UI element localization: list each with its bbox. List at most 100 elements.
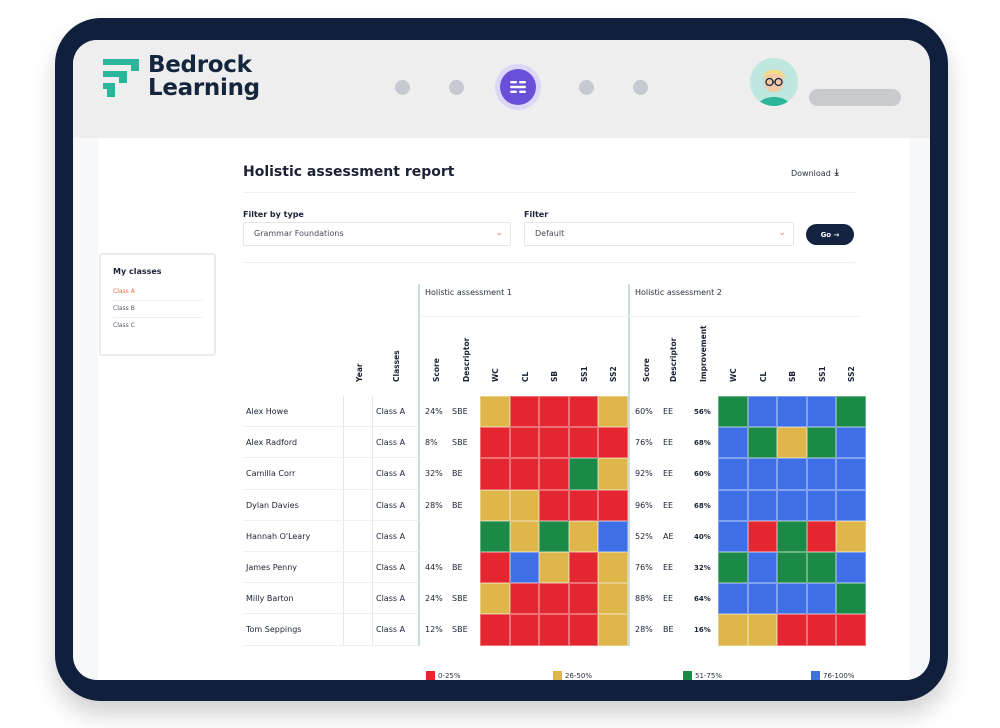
score-1: 32% [425,469,443,479]
heatmap-cell-2 [718,552,748,584]
download-button[interactable]: Download ⤓ [791,168,839,178]
student-name[interactable]: Alex Howe [246,407,289,416]
improvement-value: 68% [694,439,711,448]
descriptor-2: EE [663,563,674,572]
nav-active-item[interactable] [495,64,541,110]
heatmap-cell-2 [777,458,807,490]
row-divider [243,644,419,646]
heatmap-cell-2 [777,427,807,459]
improvement-value: 56% [694,408,711,416]
page-title: Holistic assessment report [243,164,455,180]
descriptor-2: EE [663,500,674,510]
student-name[interactable]: James Penny [246,563,298,572]
filter-type-select[interactable]: Grammar Foundations ⌄ [243,222,511,246]
heatmap-cell-2 [777,396,807,428]
legend-item: 26-50% [553,671,592,680]
legend-swatch [811,671,820,680]
improvement-value: 68% [694,501,711,510]
legend-swatch [683,671,692,680]
legend-swatch [553,671,562,680]
descriptor-2: BE [663,625,674,635]
header-score-2: Score [642,358,651,382]
header-year: Year [355,363,364,382]
heatmap-cell-1 [568,614,599,646]
descriptor-1: BE [452,469,463,479]
heatmap-cell-2 [777,520,807,552]
chevron-down-icon: ⌄ [778,228,786,238]
improvement-value: 40% [694,532,711,541]
tablet-frame: Bedrock Learning [55,18,948,701]
group-divider [628,284,630,646]
student-class: Class A [376,594,406,604]
sidebar-item-class-b[interactable]: Class B [113,301,202,318]
heatmap-cell-2 [747,520,778,552]
heatmap-cell-2 [747,614,778,646]
row-divider [243,488,419,490]
heatmap-cell-2 [777,614,807,646]
top-navigation-bar: Bedrock Learning [73,40,930,138]
heatmap-cell-2 [718,427,748,459]
nav-dot-2[interactable] [449,79,464,95]
heatmap-cell-1 [568,427,599,459]
student-name[interactable]: Hannah O'Leary [246,531,311,541]
heatmap-cell-1 [598,396,628,428]
heatmap-cell-1 [480,583,510,615]
heatmap-cell-2 [747,396,778,428]
legend-item: 0-25% [426,671,461,680]
student-name[interactable]: Tom Seppings [246,625,302,635]
header-skill-1-0: WC [491,368,500,382]
user-name-placeholder[interactable] [809,89,901,106]
heatmap-cell-1 [480,427,510,459]
nav-dot-5[interactable] [633,79,648,95]
student-class: Class A [376,625,406,635]
main-content: My classes Class A Class B Class C Holis… [98,138,910,680]
filter-select[interactable]: Default ⌄ [524,222,794,246]
sidebar-item-class-a[interactable]: Class A [113,284,202,301]
legend-label: 76-100% [823,671,855,680]
score-2: 28% [635,625,653,635]
heatmap-cell-2 [747,583,778,615]
improvement-value: 16% [694,626,711,635]
heatmap-cell-1 [598,489,628,521]
menu-grid-icon [500,69,536,105]
avatar-person-icon [750,58,798,106]
heatmap-cell-1 [598,614,628,646]
descriptor-2: EE [663,407,674,416]
nav-dot-1[interactable] [395,79,410,95]
heatmap-cell-1 [568,583,599,615]
heatmap-cell-1 [509,396,540,428]
heatmap-cell-1 [509,427,540,459]
heatmap-cell-2 [806,552,837,584]
group-divider [418,284,420,646]
brand-logo-text[interactable]: Bedrock Learning [148,54,260,100]
score-1: 8% [425,438,438,448]
row-divider [243,551,419,552]
user-avatar[interactable] [750,58,798,106]
descriptor-2: AE [663,531,674,541]
student-class: Class A [376,531,406,541]
student-name[interactable]: Camilla Corr [246,469,296,479]
heatmap-cell-1 [568,458,599,490]
nav-dots [395,64,687,110]
header-improvement: Improvement [699,325,708,382]
sidebar-item-class-c[interactable]: Class C [113,322,135,329]
legend-item: 51-75% [683,671,722,680]
column-divider [372,396,373,646]
score-1: 24% [425,594,443,604]
student-name[interactable]: Dylan Davies [246,500,299,510]
student-name[interactable]: Milly Barton [246,594,294,604]
nav-dot-4[interactable] [579,79,594,95]
score-1: 24% [425,407,443,416]
header-skill-1-2: SB [550,370,560,382]
header-skill-2-2: SB [788,370,798,382]
student-class: Class A [376,407,406,416]
legend-label: 51-75% [695,671,722,680]
student-name[interactable]: Alex Radford [246,438,298,448]
go-button[interactable]: Go → [806,224,854,245]
heatmap-cell-2 [718,396,748,428]
student-class: Class A [376,563,406,572]
heatmap-cell-1 [598,427,628,459]
header-skill-1-4: SS2 [609,366,619,382]
score-1: 44% [425,563,443,572]
heatmap-cell-2 [806,458,837,490]
